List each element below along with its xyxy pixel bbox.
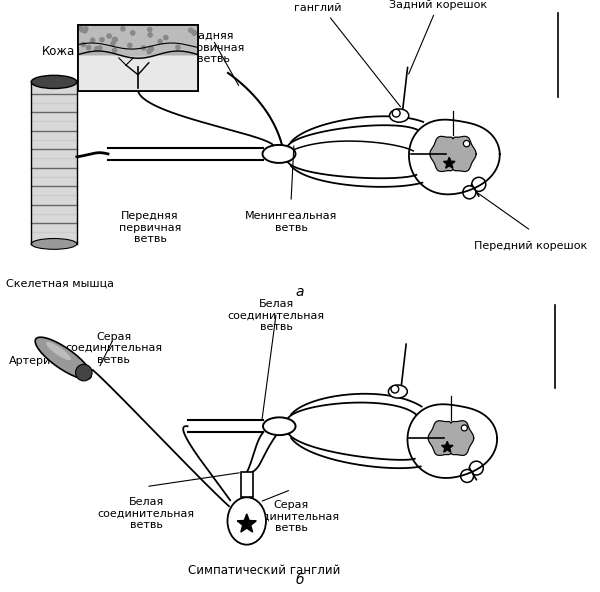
Text: Серая
соединительная
ветвь: Серая соединительная ветвь <box>65 332 162 365</box>
Circle shape <box>121 27 125 31</box>
Text: Симпатический ганглий: Симпатический ганглий <box>188 564 341 577</box>
Circle shape <box>113 37 118 41</box>
Text: Передняя
первичная
ветвь: Передняя первичная ветвь <box>119 211 181 244</box>
Circle shape <box>188 28 193 33</box>
Ellipse shape <box>389 109 409 122</box>
Polygon shape <box>407 404 497 478</box>
Bar <box>78 25 198 91</box>
Circle shape <box>79 26 83 30</box>
Ellipse shape <box>388 385 407 398</box>
Text: Белая
соединительная
ветвь: Белая соединительная ветвь <box>228 299 325 332</box>
Ellipse shape <box>31 75 77 89</box>
Circle shape <box>149 46 153 50</box>
Circle shape <box>84 27 88 31</box>
Text: Задняя
первичная
ветвь: Задняя первичная ветвь <box>182 31 244 64</box>
Circle shape <box>391 385 399 393</box>
Polygon shape <box>409 120 500 194</box>
Text: Кожа: Кожа <box>42 45 75 58</box>
Circle shape <box>112 48 116 52</box>
Circle shape <box>461 469 473 482</box>
Bar <box>241 472 253 497</box>
Text: Задний корешок: Задний корешок <box>389 0 487 74</box>
Polygon shape <box>443 157 455 168</box>
Text: Скелетная мышца: Скелетная мышца <box>6 279 114 289</box>
Circle shape <box>469 461 483 475</box>
Circle shape <box>95 47 99 51</box>
Text: Передний корешок: Передний корешок <box>475 241 587 251</box>
Circle shape <box>158 40 162 44</box>
Text: б: б <box>296 573 304 587</box>
Text: а: а <box>296 285 304 299</box>
Circle shape <box>128 43 132 47</box>
Bar <box>78 25 198 54</box>
Circle shape <box>461 425 467 431</box>
Circle shape <box>131 31 135 35</box>
Ellipse shape <box>263 417 296 435</box>
Circle shape <box>112 37 116 41</box>
Circle shape <box>463 140 470 147</box>
Circle shape <box>148 33 152 37</box>
Ellipse shape <box>31 239 77 249</box>
Circle shape <box>111 41 115 46</box>
Circle shape <box>86 46 91 50</box>
Circle shape <box>392 110 400 117</box>
Bar <box>31 82 77 244</box>
Polygon shape <box>428 421 474 455</box>
Polygon shape <box>430 136 476 172</box>
Ellipse shape <box>263 145 296 163</box>
Circle shape <box>82 43 86 47</box>
Polygon shape <box>237 514 256 532</box>
Circle shape <box>463 186 476 199</box>
Circle shape <box>98 46 102 50</box>
Circle shape <box>83 29 87 33</box>
Text: Белая
соединительная
ветвь: Белая соединительная ветвь <box>98 497 194 530</box>
Bar <box>78 54 198 91</box>
Polygon shape <box>442 441 453 452</box>
Ellipse shape <box>35 337 91 379</box>
Circle shape <box>192 31 196 36</box>
Circle shape <box>148 27 152 31</box>
Circle shape <box>472 178 486 191</box>
Circle shape <box>100 38 104 42</box>
Circle shape <box>91 38 95 42</box>
Text: Спинальный
ганглий: Спинальный ганглий <box>281 0 400 107</box>
Text: Артериола: Артериола <box>9 356 72 366</box>
Bar <box>78 25 198 91</box>
Circle shape <box>192 30 196 34</box>
Ellipse shape <box>227 497 266 545</box>
Text: Менингеальная
ветвь: Менингеальная ветвь <box>245 211 337 233</box>
Circle shape <box>164 36 168 40</box>
Circle shape <box>80 28 84 32</box>
Circle shape <box>147 49 151 53</box>
Ellipse shape <box>46 342 71 361</box>
Circle shape <box>107 34 111 38</box>
Text: Серая
соединительная
ветвь: Серая соединительная ветвь <box>242 500 340 533</box>
Circle shape <box>176 45 180 49</box>
Ellipse shape <box>76 364 92 381</box>
Circle shape <box>142 46 146 50</box>
Circle shape <box>149 47 154 52</box>
